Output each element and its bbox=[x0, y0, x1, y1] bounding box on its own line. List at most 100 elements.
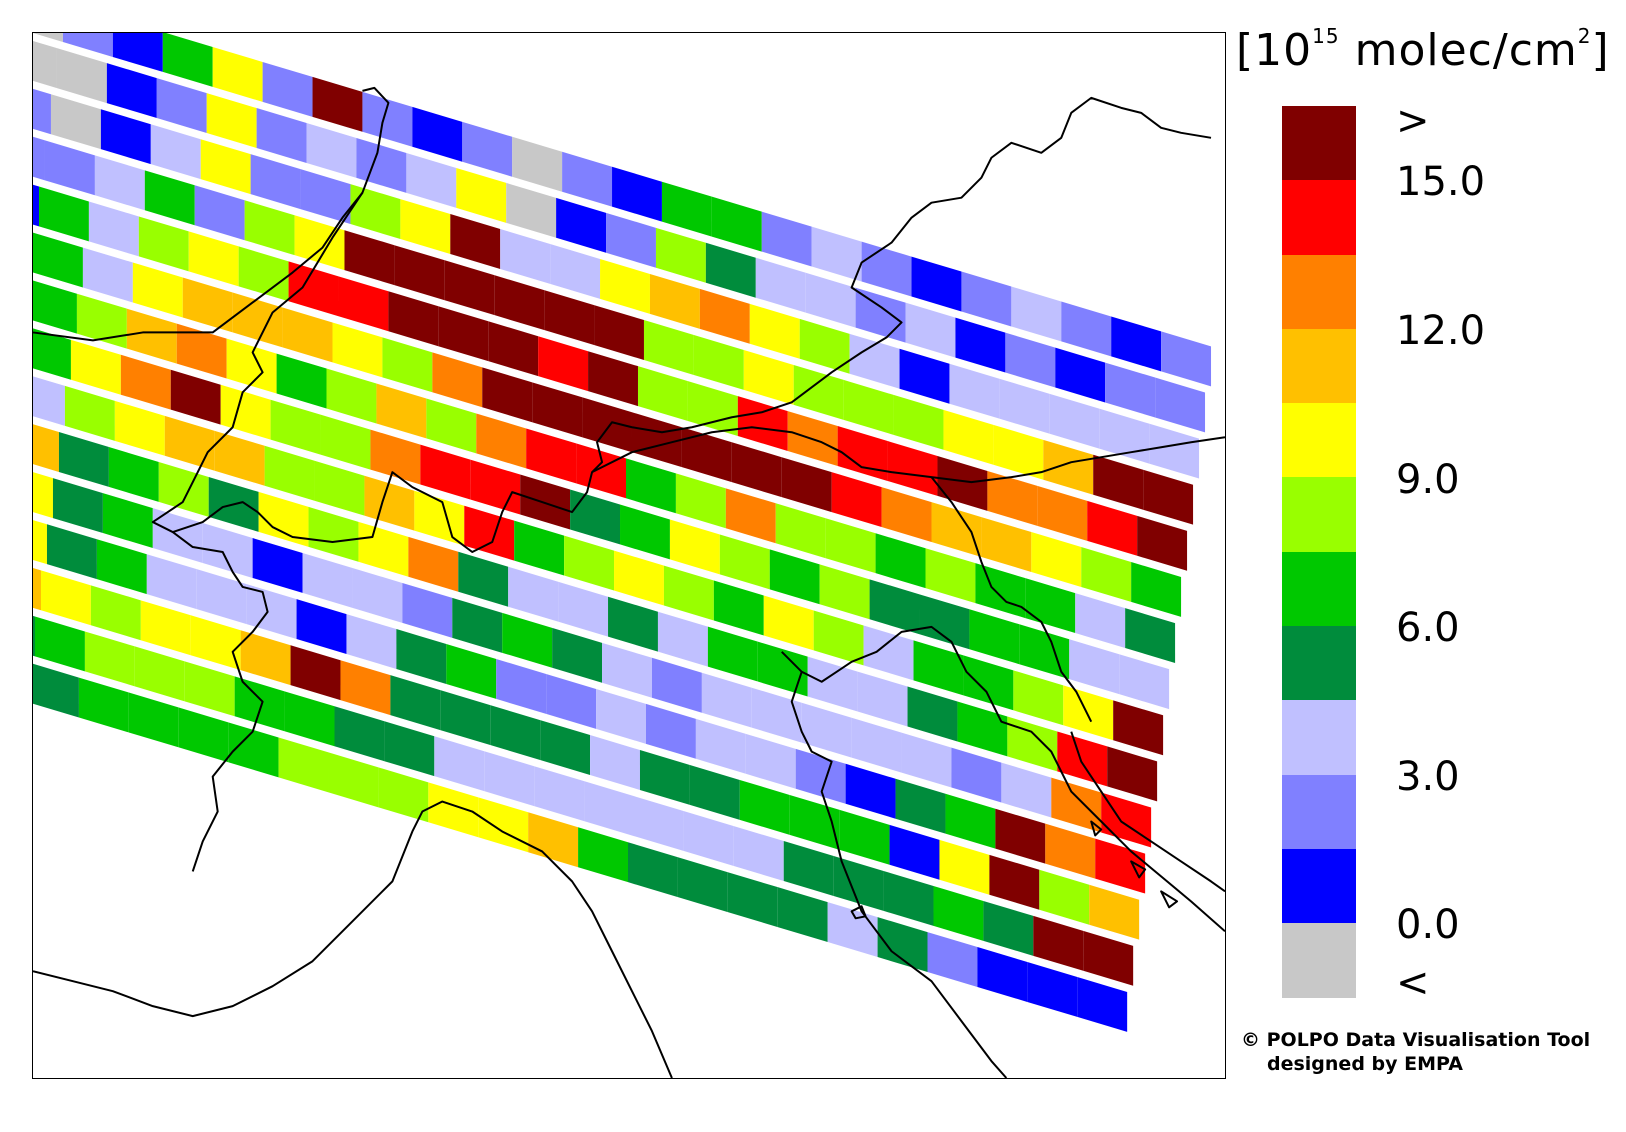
swath-pixel bbox=[33, 136, 45, 181]
swath-pixel bbox=[825, 518, 876, 574]
swath-pixel bbox=[238, 246, 289, 302]
colorbar-swatch bbox=[1282, 551, 1356, 627]
swath-pixel bbox=[240, 630, 291, 686]
swath-pixel bbox=[1007, 716, 1058, 772]
swath-pixel bbox=[514, 520, 565, 576]
swath-pixel bbox=[502, 612, 553, 668]
swath-pixel bbox=[550, 243, 601, 299]
swath-pixel bbox=[645, 703, 696, 759]
swath-pixel bbox=[70, 339, 121, 395]
swath-pixel bbox=[33, 615, 35, 657]
swath-pixel bbox=[562, 151, 613, 207]
swath-pixel bbox=[56, 48, 107, 104]
swath-pixel bbox=[951, 747, 1002, 803]
swath-pixel bbox=[250, 154, 301, 210]
swath-pixel bbox=[1013, 670, 1064, 726]
swath-pixel bbox=[799, 318, 850, 374]
swath-pixel bbox=[713, 580, 764, 636]
swath-pixel bbox=[506, 182, 557, 238]
swath-pixel bbox=[745, 733, 796, 789]
swath-pixel bbox=[761, 211, 812, 267]
swath-pixel bbox=[987, 470, 1038, 526]
swath-pixel bbox=[1101, 792, 1152, 848]
swath-pixel bbox=[564, 535, 615, 591]
swath-pixel bbox=[845, 763, 896, 819]
swath-pixel bbox=[857, 671, 908, 727]
swath-pixel bbox=[94, 155, 145, 211]
swath-pixel bbox=[452, 597, 503, 653]
swath-pixel bbox=[655, 227, 706, 283]
swath-pixel bbox=[781, 457, 832, 513]
swath-pixel bbox=[588, 351, 638, 407]
swath-pixel bbox=[905, 302, 956, 358]
swath-pixel bbox=[214, 430, 265, 486]
swath-pixel bbox=[390, 675, 441, 731]
swath-pixel bbox=[352, 567, 403, 623]
swath-pixel bbox=[114, 400, 165, 456]
swath-pixel bbox=[861, 241, 912, 297]
swath-pixel bbox=[1043, 439, 1094, 495]
swath-pixel bbox=[977, 947, 1028, 1002]
map-canvas bbox=[33, 33, 1225, 1078]
swath-pixel bbox=[637, 366, 688, 422]
swath-pixel bbox=[44, 140, 95, 196]
swath-pixel bbox=[202, 523, 253, 578]
swath-pixel bbox=[801, 702, 852, 758]
swath-pixel bbox=[1125, 608, 1176, 663]
swath-pixel bbox=[863, 625, 914, 681]
swath-pixel bbox=[556, 197, 607, 253]
map-panel bbox=[32, 32, 1226, 1079]
swath-pixel bbox=[126, 308, 177, 364]
swath-pixel bbox=[1027, 962, 1078, 1017]
swath-pixel bbox=[1089, 884, 1140, 940]
swath-pixel bbox=[793, 364, 844, 420]
swath-pixel bbox=[228, 722, 279, 778]
swath-pixel bbox=[1033, 915, 1084, 971]
swath-pixel bbox=[833, 856, 884, 911]
swath-pixel bbox=[320, 414, 371, 470]
swath-pixel bbox=[628, 842, 678, 898]
swath-pixel bbox=[544, 290, 595, 346]
swath-pixel bbox=[276, 353, 327, 409]
swath-pixel bbox=[162, 33, 213, 87]
swath-pixel bbox=[901, 732, 952, 788]
swath-pixel bbox=[300, 169, 351, 225]
swath-pixel bbox=[749, 303, 800, 359]
swath-pixel bbox=[725, 488, 776, 544]
swath-pixel bbox=[176, 323, 227, 379]
swath-pixel bbox=[102, 493, 153, 549]
swath-pixel bbox=[406, 152, 457, 208]
swath-pixel bbox=[394, 245, 445, 301]
swath-pixel bbox=[288, 261, 339, 317]
border-line-north bbox=[33, 86, 390, 342]
swath-pixel bbox=[33, 232, 83, 288]
swath-pixel bbox=[482, 367, 533, 423]
swath-pixel bbox=[496, 659, 547, 714]
swath-pixel bbox=[46, 524, 97, 580]
swath-pixel bbox=[456, 167, 507, 223]
swath-pixel bbox=[38, 186, 89, 242]
swath-pixel bbox=[33, 33, 63, 42]
swath-pixel bbox=[540, 720, 591, 775]
swath-pixel bbox=[170, 369, 221, 425]
swath-pixel bbox=[350, 184, 401, 240]
colorbar-label: 9.0 bbox=[1396, 456, 1460, 503]
swath-pixel bbox=[839, 809, 890, 865]
swath-pixel bbox=[1105, 362, 1156, 418]
swath-pixel bbox=[1083, 930, 1134, 986]
swath-pixel bbox=[620, 504, 670, 560]
swath-pixel bbox=[196, 569, 247, 625]
swath-pixel bbox=[795, 748, 846, 804]
swath-pixel bbox=[582, 397, 632, 453]
swath-pixel bbox=[144, 170, 195, 226]
country-borders bbox=[33, 86, 1225, 1078]
swath-pixel bbox=[384, 721, 435, 777]
swath-pixel bbox=[570, 489, 621, 545]
colorbar-label: 0.0 bbox=[1396, 902, 1460, 949]
swath-pixel bbox=[212, 46, 263, 102]
swath-pixel bbox=[334, 706, 385, 762]
swath-pixel bbox=[364, 475, 415, 531]
swath-pixel bbox=[378, 767, 429, 823]
border-line-austria-italy bbox=[591, 426, 1225, 484]
swath-pixel bbox=[33, 663, 79, 718]
